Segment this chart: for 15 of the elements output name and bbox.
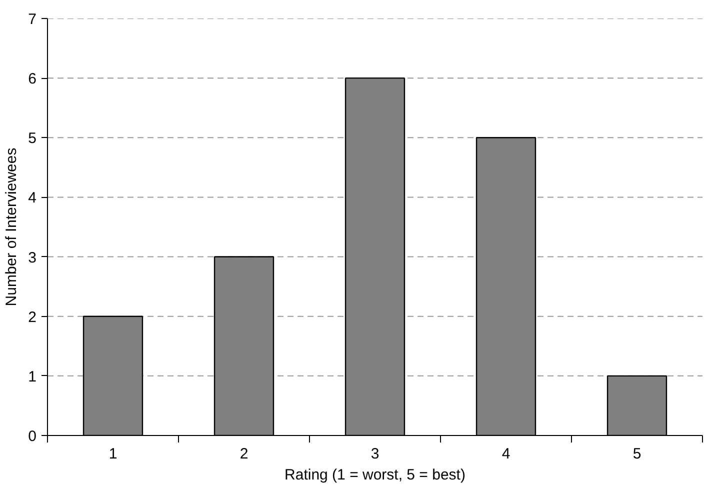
y-tick-label: 5 [28, 130, 36, 148]
y-tick-label: 0 [28, 428, 36, 445]
x-tick-label: 4 [502, 446, 510, 462]
y-tick-label: 3 [28, 249, 36, 266]
y-tick-label: 4 [28, 190, 36, 207]
y-tick-label: 6 [28, 70, 36, 88]
y-tick-label: 1 [28, 368, 36, 386]
y-tick-label: 2 [28, 308, 36, 326]
x-tick-label: 3 [370, 446, 380, 462]
x-axis-title: Rating (1 = worst, 5 = best) [284, 466, 466, 484]
y-tick-label: 7 [28, 11, 36, 28]
x-tick-label: 5 [632, 446, 642, 462]
x-tick-label: 2 [240, 446, 248, 462]
x-tick-label: 1 [108, 446, 118, 462]
y-axis-title: Number of Interviewees [3, 148, 20, 306]
